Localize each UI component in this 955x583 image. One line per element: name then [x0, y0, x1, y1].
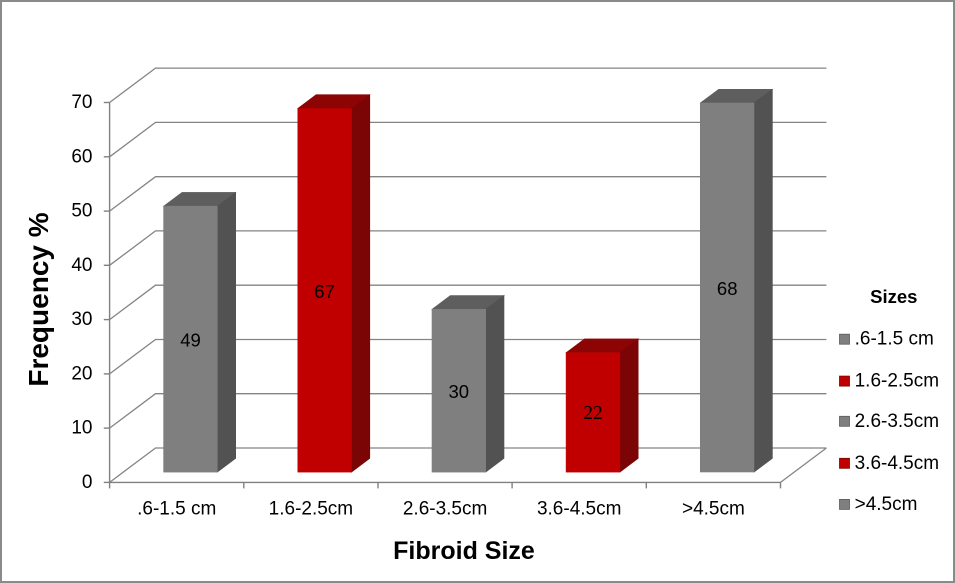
- svg-text:67: 67: [314, 281, 335, 302]
- svg-text:70: 70: [71, 92, 92, 113]
- svg-text:1.6-2.5cm: 1.6-2.5cm: [269, 499, 353, 520]
- svg-text:40: 40: [71, 255, 92, 276]
- svg-text:Frequency %: Frequency %: [23, 212, 54, 386]
- svg-text:.6-1.5 cm: .6-1.5 cm: [855, 329, 934, 350]
- svg-text:20: 20: [71, 363, 92, 384]
- svg-text:22: 22: [583, 403, 603, 424]
- svg-text:Fibroid Size: Fibroid Size: [393, 537, 535, 565]
- svg-text:1.6-2.5cm: 1.6-2.5cm: [855, 371, 939, 392]
- svg-text:50: 50: [71, 201, 92, 222]
- svg-text:2.6-3.5cm: 2.6-3.5cm: [403, 499, 487, 520]
- svg-text:30: 30: [449, 381, 470, 402]
- svg-text:49: 49: [180, 330, 201, 351]
- svg-text:Sizes: Sizes: [870, 286, 917, 307]
- svg-text:10: 10: [71, 418, 92, 439]
- svg-text:3.6-4.5cm: 3.6-4.5cm: [537, 499, 621, 520]
- svg-text:>4.5cm: >4.5cm: [855, 494, 918, 515]
- svg-text:68: 68: [717, 278, 738, 299]
- svg-text:60: 60: [71, 146, 92, 167]
- svg-text:>4.5cm: >4.5cm: [682, 499, 745, 520]
- svg-text:.6-1.5 cm: .6-1.5 cm: [137, 499, 216, 520]
- svg-text:30: 30: [71, 309, 92, 330]
- svg-text:3.6-4.5cm: 3.6-4.5cm: [855, 453, 939, 474]
- svg-text:2.6-3.5cm: 2.6-3.5cm: [855, 411, 939, 432]
- svg-text:0: 0: [82, 472, 93, 493]
